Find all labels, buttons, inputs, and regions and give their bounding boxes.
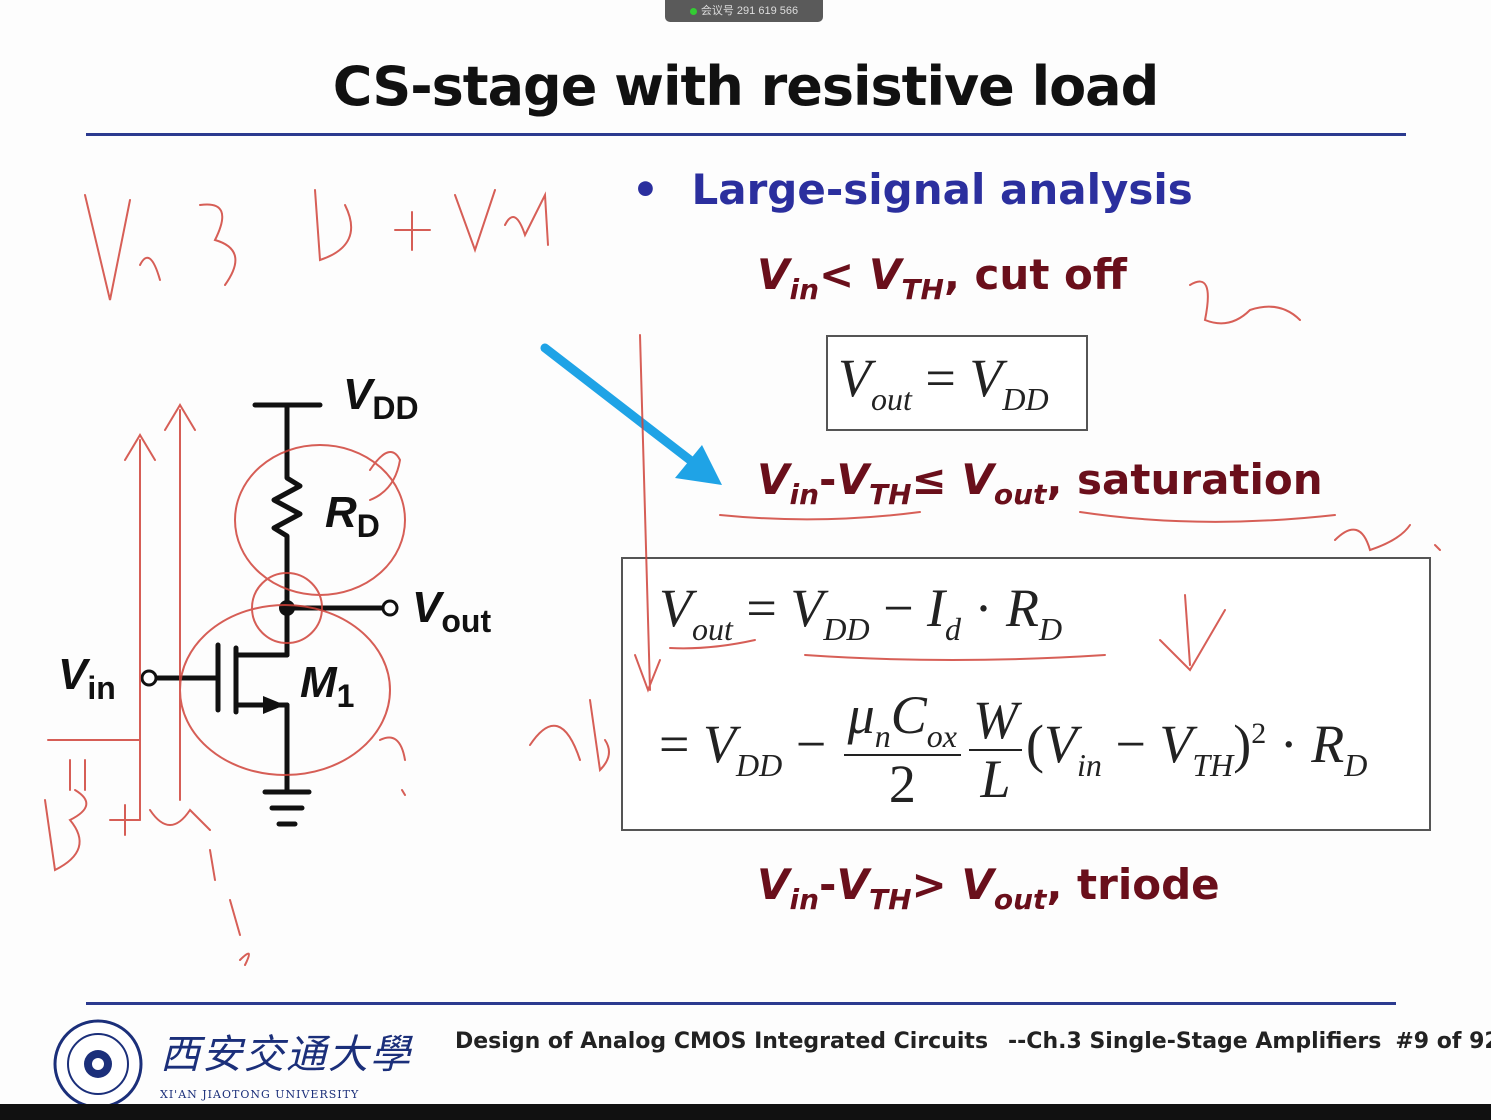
pointer-arrow-head-icon <box>675 445 722 485</box>
bullet-icon: • <box>632 165 659 214</box>
university-seal-icon <box>53 1019 143 1109</box>
university-name-en: XI'AN JIAOTONG UNIVERSITY <box>160 1088 360 1101</box>
m1-label: M1 <box>300 658 355 714</box>
footer-course: Design of Analog CMOS Integrated Circuit… <box>455 1029 1491 1054</box>
drain-node <box>279 600 295 616</box>
bottom-bar <box>0 1104 1491 1120</box>
vout-label: Vout <box>412 583 492 639</box>
vdd-label: VDD <box>343 370 419 426</box>
pointer-arrow-shaft <box>540 343 695 465</box>
vout-terminal <box>381 599 399 617</box>
fraction-mu-cox: μnCox 2 <box>843 687 961 812</box>
saturation-equation-box: Vout = VDD − Id · RD = VDD − μnCox 2 W L (Vi… <box>621 557 1431 831</box>
resistor-rd <box>271 467 303 548</box>
section-heading: • Large-signal analysis <box>632 165 1193 214</box>
saturation-condition: Vin-VTH≤ Vout, saturation <box>757 455 1323 511</box>
source-arrow-icon <box>263 696 285 714</box>
vin-terminal <box>140 669 158 687</box>
cutoff-condition: Vin< VTH, cut off <box>757 250 1127 306</box>
cutoff-equation: Vout = VDD <box>838 348 1049 417</box>
status-dot-icon <box>689 7 697 15</box>
triode-condition: Vin-VTH> Vout, triode <box>757 860 1220 916</box>
title-rule <box>86 133 1406 136</box>
saturation-equation-line1: Vout = VDD − Id · RD <box>659 578 1063 647</box>
rd-label: RD <box>325 488 380 544</box>
vin-label: Vin <box>58 650 116 706</box>
saturation-equation-line2: = VDD − μnCox 2 W L (Vin − VTH)2 · RD <box>659 685 1368 814</box>
handwritten-annotations <box>44 189 1441 966</box>
university-name-cn: 西安交通大學 <box>160 1032 412 1078</box>
slide-title: CS-stage with resistive load <box>332 55 1160 118</box>
meeting-badge[interactable]: 会议号 291 619 566 <box>665 0 823 22</box>
footer-rule <box>86 1002 1396 1005</box>
cutoff-equation-box: Vout = VDD <box>826 335 1088 431</box>
